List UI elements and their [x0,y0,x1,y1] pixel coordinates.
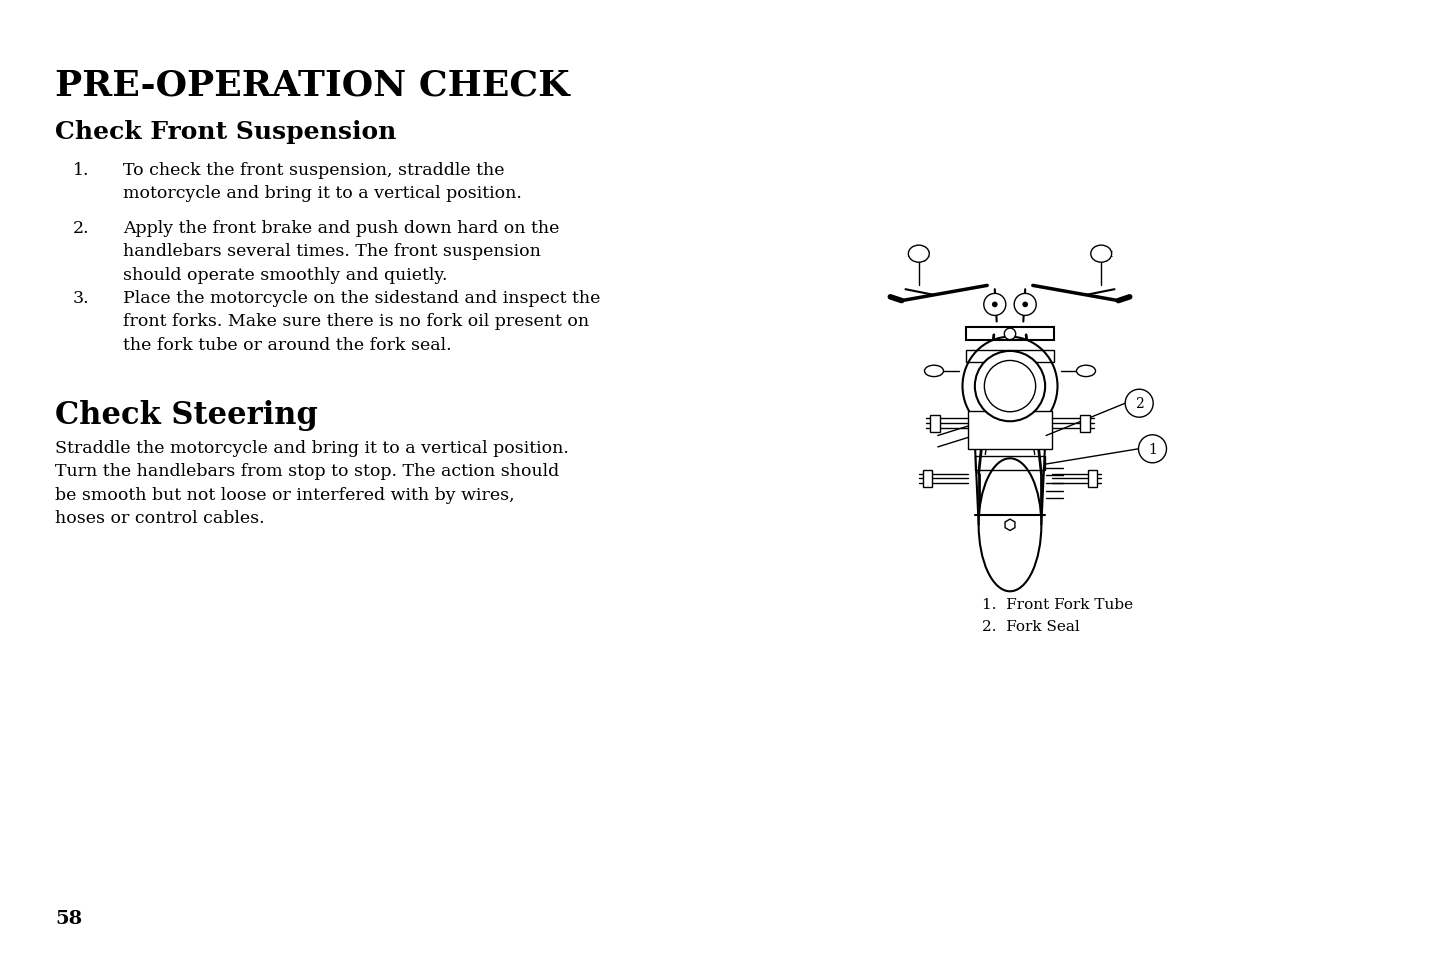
Text: Straddle the motorcycle and bring it to a vertical position.
Turn the handlebars: Straddle the motorcycle and bring it to … [55,439,569,527]
Ellipse shape [1076,366,1095,377]
Text: 1.  Front Fork Tube: 1. Front Fork Tube [981,598,1133,612]
Circle shape [1138,436,1166,463]
Text: 2: 2 [1134,396,1144,411]
Circle shape [1125,390,1153,417]
Text: 2.: 2. [73,220,90,236]
Bar [968,412,1051,449]
Circle shape [992,302,997,308]
Circle shape [1005,329,1016,340]
Ellipse shape [925,366,944,377]
Circle shape [984,294,1006,316]
Text: 3.: 3. [73,290,90,307]
Text: Check Front Suspension: Check Front Suspension [55,120,397,144]
Text: 2.  Fork Seal: 2. Fork Seal [981,619,1079,634]
Ellipse shape [1090,246,1112,263]
Text: Apply the front brake and push down hard on the
handlebars several times. The fr: Apply the front brake and push down hard… [124,220,560,284]
Bar [967,328,1054,340]
Bar [931,416,939,433]
Text: 58: 58 [55,909,81,927]
Circle shape [974,352,1045,422]
Bar [967,351,1054,363]
Text: 1: 1 [1149,442,1157,456]
Ellipse shape [909,246,929,263]
Bar [1088,470,1098,487]
Bar [1080,416,1090,433]
Ellipse shape [979,458,1041,592]
Text: PRE-OPERATION CHECK: PRE-OPERATION CHECK [55,68,570,102]
Circle shape [1022,302,1028,308]
Text: 1.: 1. [73,162,90,179]
Bar [974,456,1045,470]
Circle shape [1015,294,1037,316]
Text: Place the motorcycle on the sidestand and inspect the
front forks. Make sure the: Place the motorcycle on the sidestand an… [124,290,601,354]
Text: Check Steering: Check Steering [55,399,318,431]
Ellipse shape [963,337,1057,436]
Bar [923,470,932,487]
Text: To check the front suspension, straddle the
motorcycle and bring it to a vertica: To check the front suspension, straddle … [124,162,522,202]
